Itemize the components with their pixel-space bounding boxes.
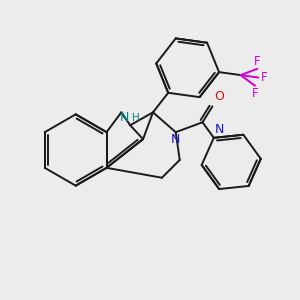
Text: O: O: [214, 90, 224, 104]
Text: H: H: [132, 113, 140, 123]
Text: N: N: [120, 111, 129, 124]
Text: F: F: [261, 71, 268, 84]
Text: F: F: [254, 55, 261, 68]
Text: N: N: [215, 123, 224, 136]
Text: N: N: [171, 133, 180, 146]
Text: F: F: [252, 87, 258, 100]
